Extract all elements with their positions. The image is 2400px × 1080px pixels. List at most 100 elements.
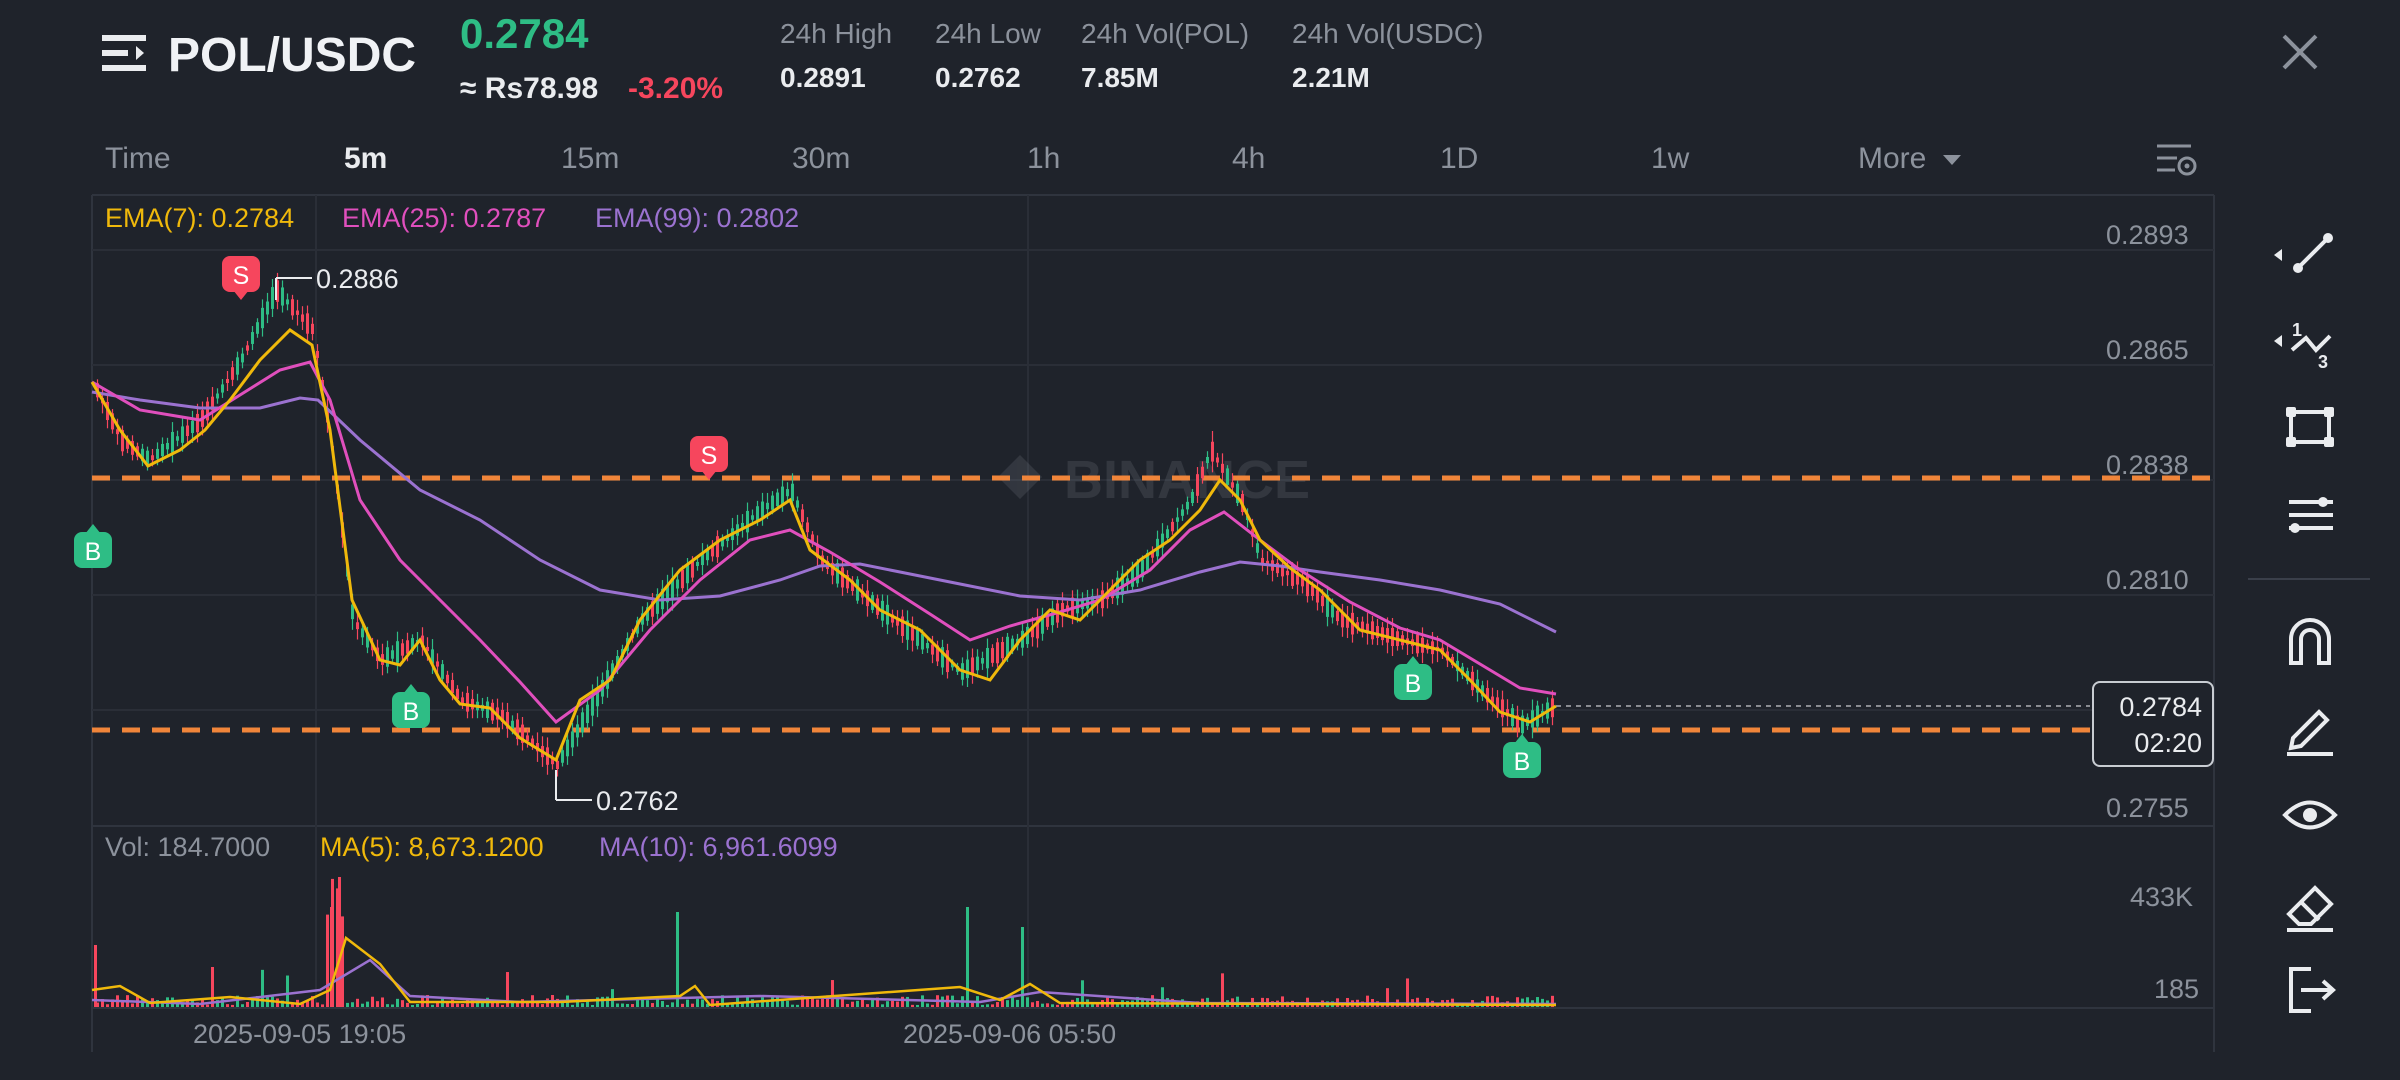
tab-more[interactable]: More: [1858, 142, 1963, 176]
volume-bar: [401, 1000, 404, 1007]
candle-body: [786, 489, 789, 497]
candle-body: [1311, 586, 1314, 596]
time-axis-label: 2025-09-06 05:50: [903, 1019, 1117, 1049]
candle-body: [806, 522, 809, 533]
candle-body: [581, 712, 584, 733]
tab-1d[interactable]: 1D: [1440, 142, 1479, 175]
candle-body: [936, 645, 939, 662]
candle-body: [721, 538, 724, 547]
candle-body: [676, 579, 679, 589]
parallel-channel-icon: [2289, 497, 2333, 533]
candle-body: [411, 638, 414, 651]
volume-bar: [206, 1004, 209, 1007]
candle-body: [931, 644, 934, 655]
tab-1h[interactable]: 1h: [1027, 142, 1061, 175]
candle-body: [1366, 623, 1369, 634]
volume-bar: [336, 888, 339, 1007]
volume-bar: [376, 1001, 379, 1007]
volume-bar: [1026, 997, 1029, 1007]
candle-body: [421, 635, 424, 648]
volume-bar: [871, 998, 874, 1007]
candle-body: [921, 634, 924, 650]
price-chart[interactable]: BINANCE 0.2886 0.2762 S S B B B: [0, 0, 2216, 1060]
close-icon[interactable]: [2280, 32, 2320, 72]
volume-bar: [506, 972, 509, 1007]
chart-settings-icon[interactable]: [2155, 140, 2199, 180]
volume-bar: [511, 1001, 514, 1007]
volume-bar: [661, 1001, 664, 1007]
magnet-tool[interactable]: [2275, 605, 2345, 675]
ema25-legend[interactable]: EMA(25): 0.2787: [342, 203, 547, 233]
volume-bar: [94, 945, 97, 1007]
brush-tool[interactable]: [2275, 692, 2345, 762]
candle-body: [706, 549, 709, 561]
trend-line-tool[interactable]: [2270, 220, 2340, 290]
volume-bar: [131, 1003, 134, 1007]
rectangle-icon: [2286, 407, 2334, 447]
candle-body: [511, 720, 514, 729]
candle-body: [246, 345, 249, 351]
svg-text:B: B: [1405, 670, 1422, 698]
fibonacci-tool[interactable]: 1 3: [2270, 306, 2340, 376]
candle-body: [971, 657, 974, 675]
volume-bar: [1041, 1003, 1044, 1007]
exit-tool[interactable]: [2275, 955, 2345, 1025]
candle-body: [386, 647, 389, 667]
ma10-legend[interactable]: MA(10): 6,961.6099: [599, 832, 838, 862]
eraser-tool[interactable]: [2275, 868, 2345, 938]
tab-4h[interactable]: 4h: [1232, 142, 1266, 175]
svg-text:3: 3: [2318, 352, 2328, 372]
svg-text:B: B: [403, 698, 420, 726]
fibonacci-icon: 1 3: [2274, 320, 2332, 372]
candle-body: [1261, 557, 1264, 564]
candle-body: [181, 426, 184, 443]
candle-body: [1176, 517, 1179, 522]
candle-body: [856, 579, 859, 601]
volume-bar: [411, 1004, 414, 1007]
tab-15m[interactable]: 15m: [561, 142, 620, 175]
tab-5m[interactable]: 5m: [344, 142, 388, 175]
candle-body: [406, 640, 409, 654]
visibility-tool[interactable]: [2275, 780, 2345, 850]
ma5-legend[interactable]: MA(5): 8,673.1200: [320, 832, 544, 862]
volume-bar: [561, 1000, 564, 1007]
candle-body: [831, 562, 834, 576]
volume-bar: [1106, 995, 1109, 1007]
parallel-channel-tool[interactable]: [2275, 480, 2345, 550]
candle-body: [126, 439, 129, 449]
volume-bar: [891, 1000, 894, 1007]
rectangle-tool[interactable]: [2275, 392, 2345, 462]
pair-title[interactable]: POL/USDC: [168, 29, 417, 82]
menu-icon[interactable]: [100, 30, 150, 80]
volume-bar: [591, 1004, 594, 1007]
candle-body: [226, 378, 229, 384]
volume-bar: [956, 1003, 959, 1007]
candle-body: [1216, 457, 1219, 463]
svg-text:B: B: [85, 538, 102, 566]
volume-bar: [811, 997, 814, 1007]
candle-body: [526, 735, 529, 742]
ema7-legend[interactable]: EMA(7): 0.2784: [105, 203, 295, 233]
tab-30m[interactable]: 30m: [792, 142, 851, 175]
tab-1w[interactable]: 1w: [1651, 142, 1690, 175]
volume-bar: [1031, 1002, 1034, 1007]
volume-bar: [971, 1002, 974, 1007]
volume-bar: [986, 1004, 989, 1007]
volume-bar: [361, 1003, 364, 1007]
candle-body: [351, 604, 354, 620]
candle-body: [396, 641, 399, 663]
volume-legend[interactable]: Vol: 184.7000: [105, 832, 271, 862]
tab-time[interactable]: Time: [105, 142, 171, 175]
last-price: 0.2784: [460, 10, 589, 57]
sell-marker: S: [690, 436, 728, 480]
candle-body: [761, 501, 764, 518]
candle-body: [231, 367, 234, 380]
volume-bar: [991, 1004, 994, 1007]
exit-icon: [2289, 967, 2336, 1013]
volume-bar: [711, 999, 714, 1007]
price-change: -3.20%: [628, 72, 724, 105]
ema99-legend[interactable]: EMA(99): 0.2802: [595, 203, 800, 233]
candle-body: [1206, 456, 1209, 464]
volume-bar: [106, 1004, 109, 1007]
candle-body: [1316, 589, 1319, 603]
